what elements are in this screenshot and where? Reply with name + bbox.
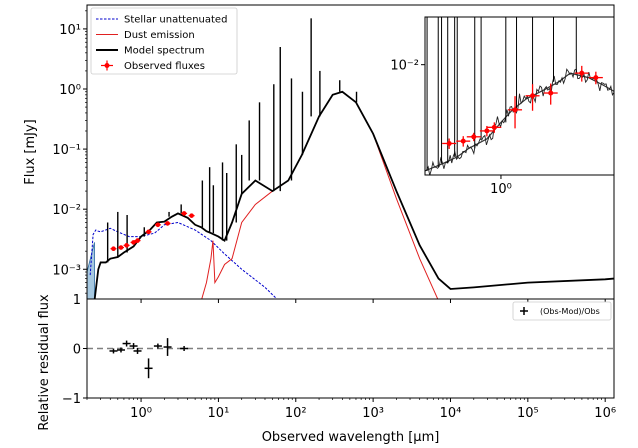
axis-labels: Flux [mJy] Relative residual flux Observed… <box>23 119 439 445</box>
legend-label-3: Observed fluxes <box>124 61 205 72</box>
residual-panel: −1 0 10⁰ 10¹ 10² 10³ 10⁴ 10⁵ 10⁶ (Obs-Mod)/Obs <box>62 298 616 421</box>
residual-x-tick-label-4: 10⁴ <box>440 406 462 421</box>
legend-marker-3 <box>104 63 110 68</box>
inset-obs-point-9 <box>593 75 599 81</box>
residual-y-tick-label-1: 0 <box>73 343 81 358</box>
inset-obs-point-8 <box>579 70 585 76</box>
residual-x-tick-label-2: 10² <box>285 406 307 421</box>
residual-x-tick-label-5: 10⁵ <box>517 406 539 421</box>
inset-obs-point-5 <box>512 107 518 113</box>
inset-obs-point-2 <box>471 134 477 140</box>
observed-flux-point-6 <box>155 222 161 228</box>
inset-frame <box>424 16 615 176</box>
residual-x-tick-label-6: 10⁶ <box>594 406 616 421</box>
observed-flux-point-5 <box>146 229 151 235</box>
inset-obs-point-1 <box>460 138 466 144</box>
residual-y-axis-label: Relative residual flux <box>37 294 52 431</box>
residual-legend-label: (Obs-Mod)/Obs <box>540 307 600 316</box>
main-legend: Stellar unattenuated Dust emission Model s… <box>90 7 238 75</box>
inset-spectrum-noise <box>425 68 614 175</box>
main-corner-label: 1 <box>73 293 81 308</box>
main-y-tick-label-0: 10⁻³ <box>52 263 81 278</box>
inset-obs-point-0 <box>446 140 452 146</box>
observed-flux-point-2 <box>124 243 129 248</box>
main-y-tick-label-1: 10⁻² <box>52 203 81 218</box>
main-y-axis-label: Flux [mJy] <box>23 119 38 185</box>
inset-panel: 10⁻² 10⁰ <box>390 16 615 197</box>
main-y-tick-label-3: 10⁰ <box>59 83 81 98</box>
legend-label-1: Dust emission <box>124 30 195 41</box>
inset-obs-point-6 <box>530 93 536 99</box>
residual-legend: (Obs-Mod)/Obs <box>512 301 612 321</box>
inset-obs-point-7 <box>548 90 554 96</box>
main-y-tick-label-2: 10⁻¹ <box>52 143 81 158</box>
observed-flux-point-1 <box>118 245 124 250</box>
main-plot-area <box>87 18 614 299</box>
residual-x-tick-label-0: 10⁰ <box>130 406 152 421</box>
inset-x-tick-label-0: 10⁰ <box>490 182 512 197</box>
inset-obs-point-4 <box>491 124 497 130</box>
main-y-tick-label-4: 10¹ <box>59 23 81 38</box>
observed-flux-point-4 <box>135 238 140 243</box>
legend-label-0: Stellar unattenuated <box>124 15 227 26</box>
inset-y-tick-label-0: 10⁻² <box>390 59 419 74</box>
inset-plot-area <box>425 17 614 175</box>
observed-flux-point-7 <box>165 221 170 226</box>
observed-flux-point-0 <box>111 246 116 251</box>
residual-x-tick-label-3: 10³ <box>362 406 384 421</box>
main-legend-box <box>90 7 238 75</box>
observed-flux-point-3 <box>131 240 136 245</box>
observed-flux-point-8 <box>181 211 187 216</box>
x-axis-label: Observed wavelength [μm] <box>262 430 440 445</box>
residual-y-tick-label-0: −1 <box>62 392 81 407</box>
legend-label-2: Model spectrum <box>124 46 205 57</box>
residual-legend-box <box>512 301 612 321</box>
observed-flux-point-9 <box>189 213 194 218</box>
main-panel: 10⁻³ 10⁻² 10⁻¹ 10⁰ 10¹ 1 Stellar unattenuated D… <box>52 4 615 308</box>
inset-obs-point-3 <box>484 128 490 134</box>
residual-x-tick-label-1: 10¹ <box>208 406 230 421</box>
model-spectrum-line <box>93 90 614 299</box>
